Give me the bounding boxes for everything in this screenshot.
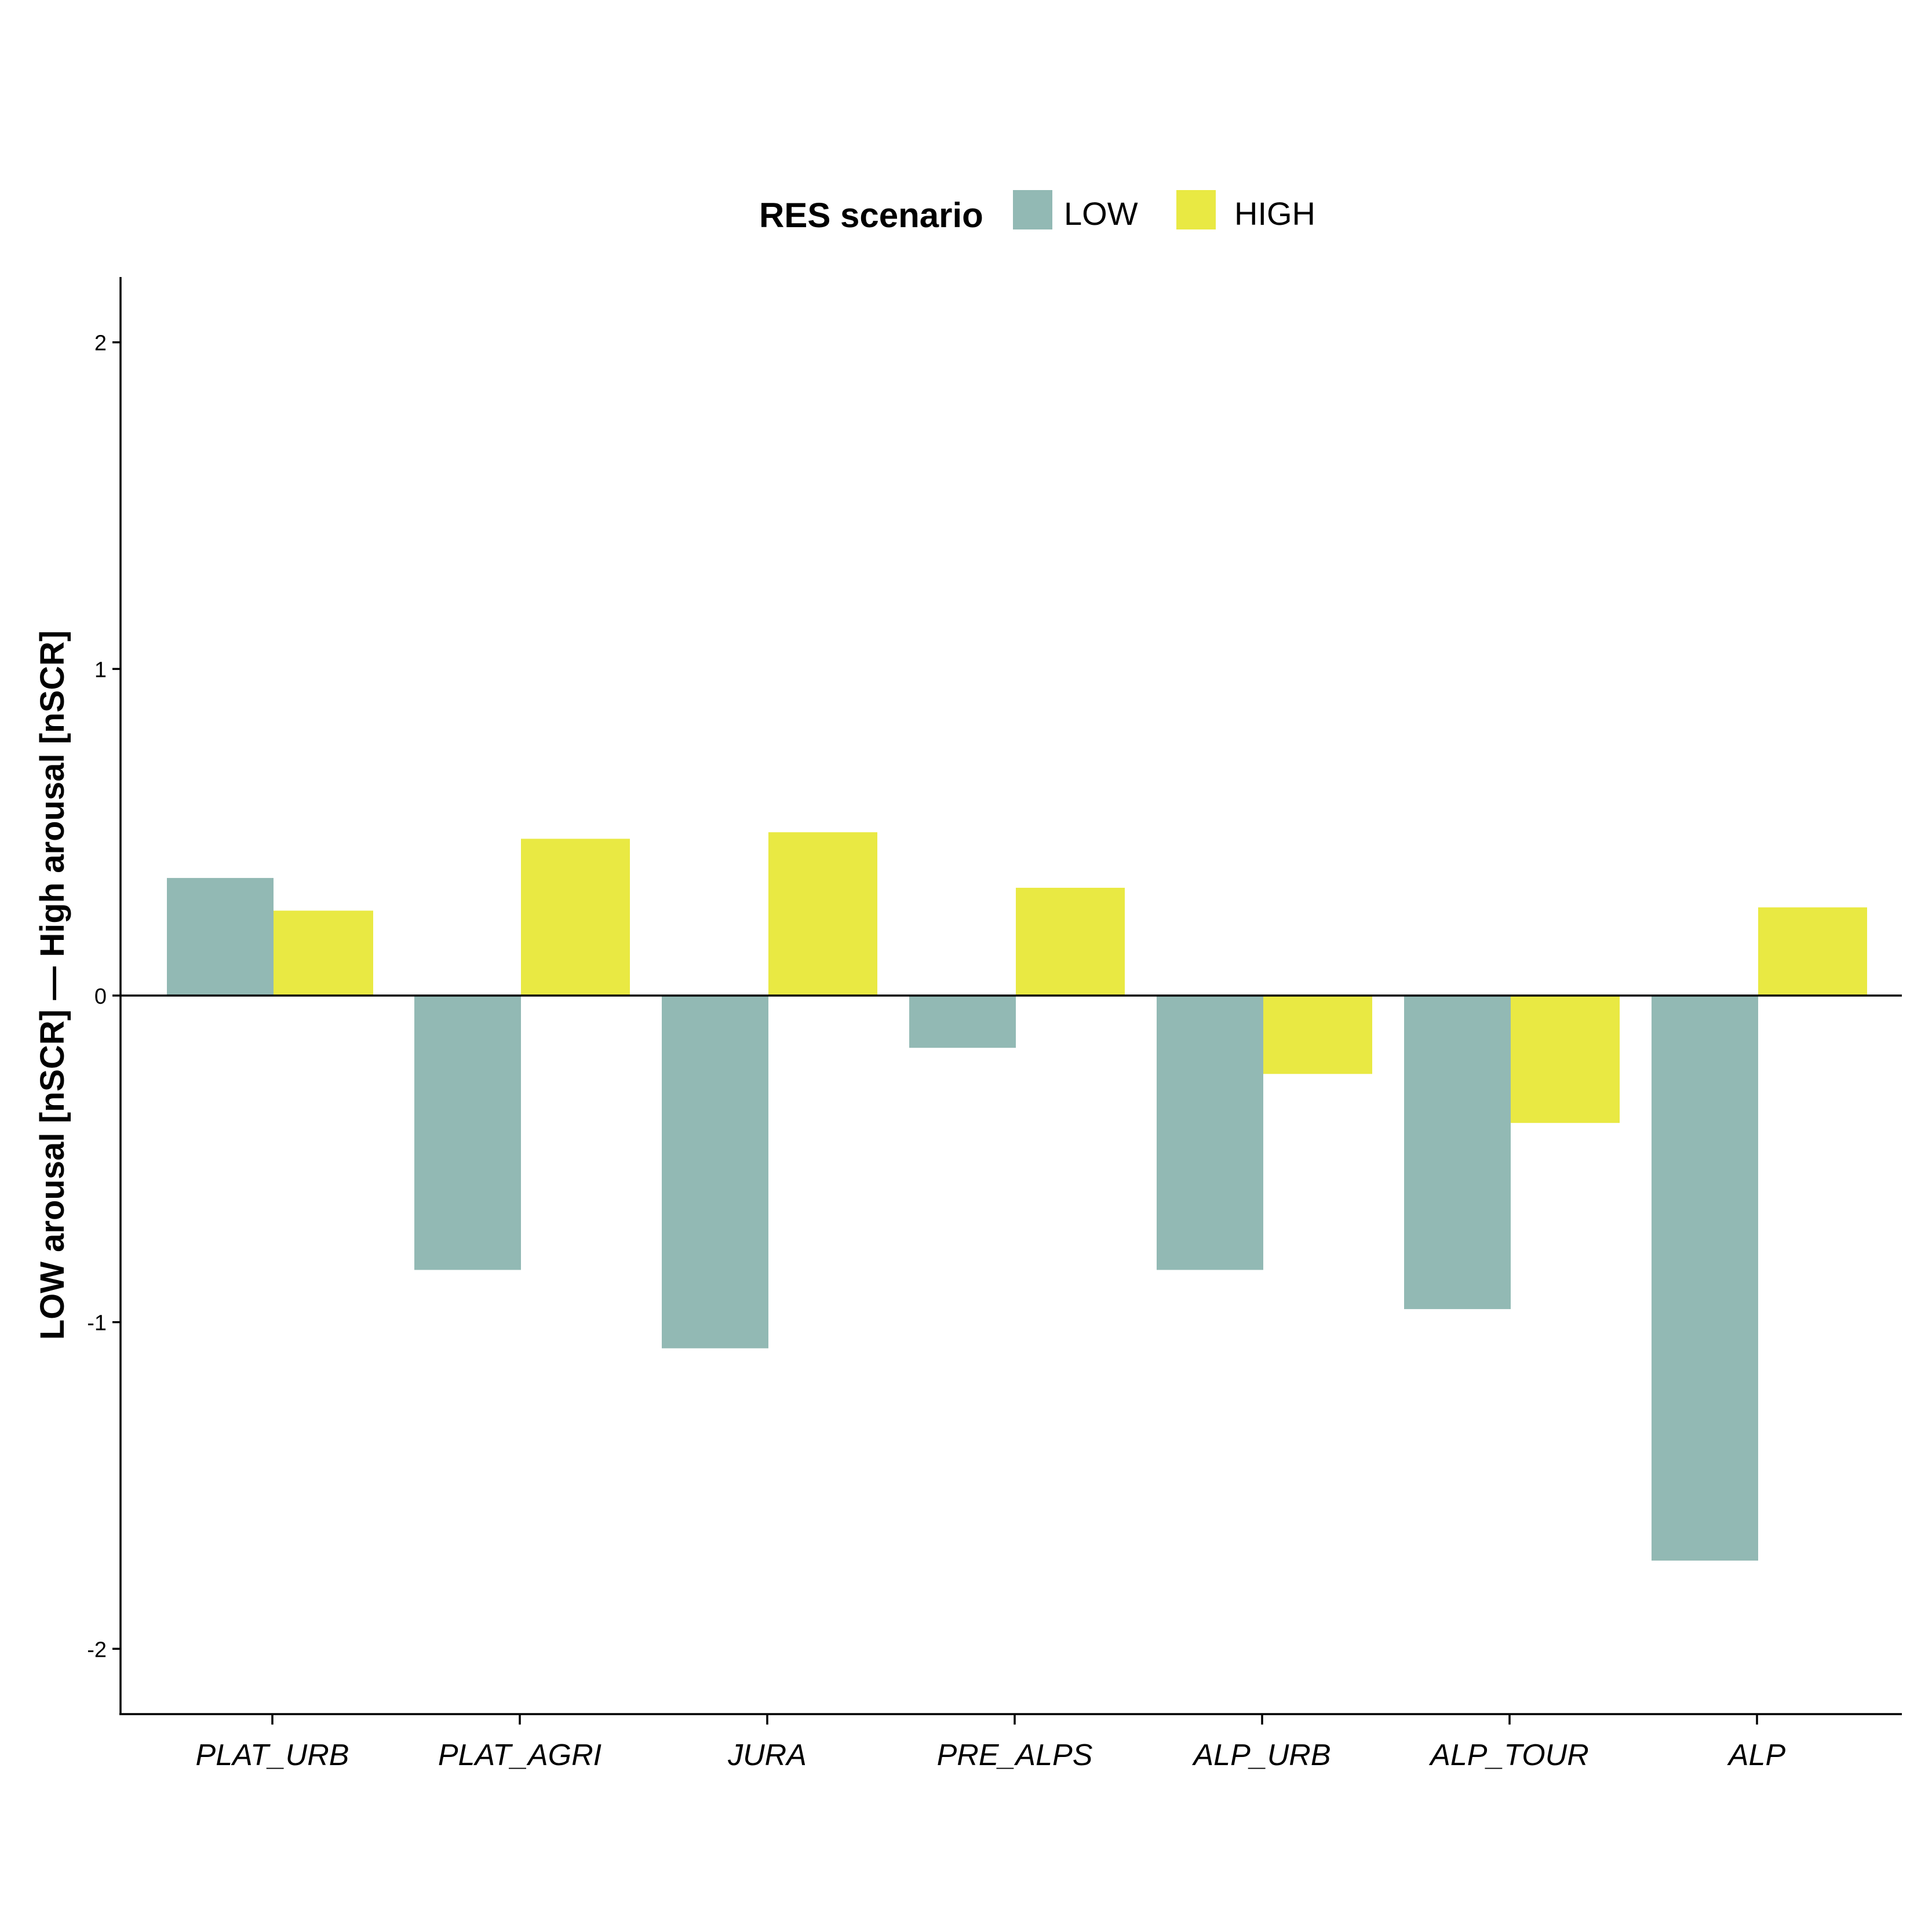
bar-high-alp_urb — [1263, 996, 1372, 1074]
bar-high-jura — [768, 832, 877, 996]
y-tick-label: 0 — [94, 985, 107, 1009]
legend-label-low: LOW — [1064, 195, 1138, 232]
y-tick-label: 2 — [94, 331, 107, 356]
bar-high-alp — [1758, 907, 1867, 996]
legend-title: RES scenario — [759, 196, 983, 235]
bar-low-plat_agri — [414, 996, 521, 1270]
legend-swatch-low — [1013, 190, 1052, 229]
x-axis-ticks: PLAT_URB PLAT_AGRI JURA PRE_ALPS ALP_URB ALP_… — [196, 1714, 1786, 1772]
bar-low-plat_urb — [167, 878, 274, 996]
bar-high-plat_urb — [274, 910, 373, 996]
bar-high-plat_agri — [521, 839, 630, 996]
bar-low-alp — [1652, 996, 1758, 1561]
legend-label-high: HIGH — [1234, 195, 1315, 232]
x-tick-label: PLAT_AGRI — [438, 1738, 602, 1772]
bar-low-alp_tour — [1404, 996, 1511, 1310]
y-axis-label: LOW arousal [nSCR] — High arousal [nSCR] — [34, 630, 71, 1340]
bar-high-alp_tour — [1511, 996, 1620, 1123]
bar-low-jura — [662, 996, 768, 1348]
legend: RES scenario LOW HIGH — [759, 190, 1315, 235]
x-tick-label: PLAT_URB — [196, 1738, 349, 1772]
x-tick-label: ALP_TOUR — [1428, 1738, 1589, 1772]
x-tick-label: ALP_URB — [1192, 1738, 1331, 1772]
bar-low-alp_urb — [1157, 996, 1263, 1270]
x-tick-label: ALP — [1727, 1738, 1786, 1772]
bar-low-pre_alps — [909, 996, 1016, 1048]
x-tick-label: PRE_ALPS — [937, 1738, 1093, 1772]
y-axis-ticks: -2 -1 0 1 2 — [87, 331, 121, 1662]
bars — [167, 832, 1867, 1561]
legend-swatch-high — [1176, 190, 1216, 229]
y-tick-label: -2 — [87, 1638, 107, 1662]
y-tick-label: 1 — [94, 658, 107, 682]
y-tick-label: -1 — [87, 1311, 107, 1336]
bar-high-pre_alps — [1016, 888, 1125, 996]
x-tick-label: JURA — [727, 1738, 807, 1772]
